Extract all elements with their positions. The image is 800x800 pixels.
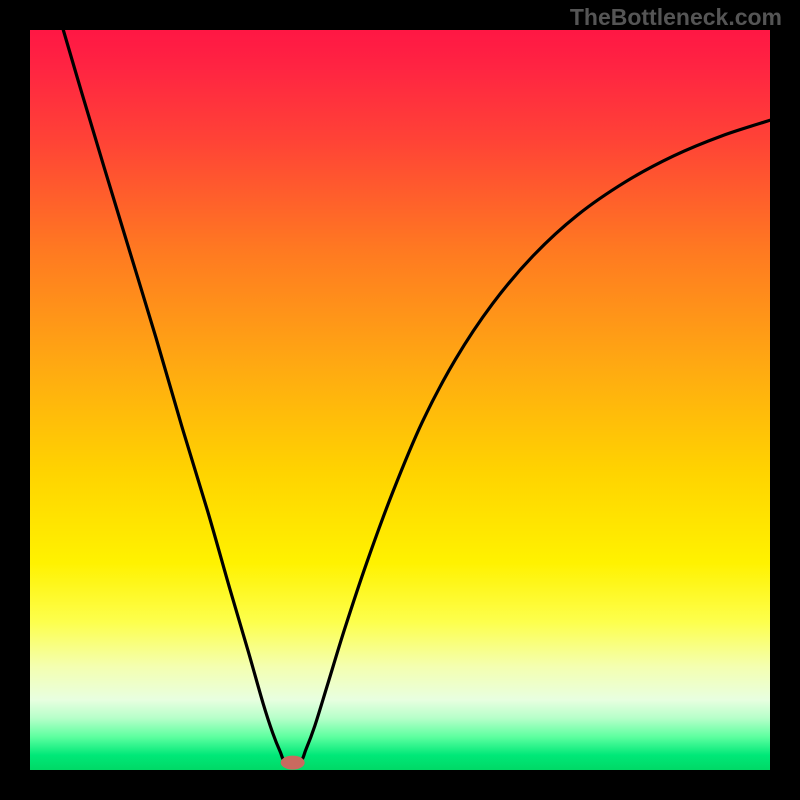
watermark-text: TheBottleneck.com (570, 4, 782, 31)
minimum-marker (281, 756, 305, 770)
chart-container: { "watermark": { "text": "TheBottleneck.… (0, 0, 800, 800)
bottleneck-chart (0, 0, 800, 800)
plot-background (30, 30, 770, 770)
